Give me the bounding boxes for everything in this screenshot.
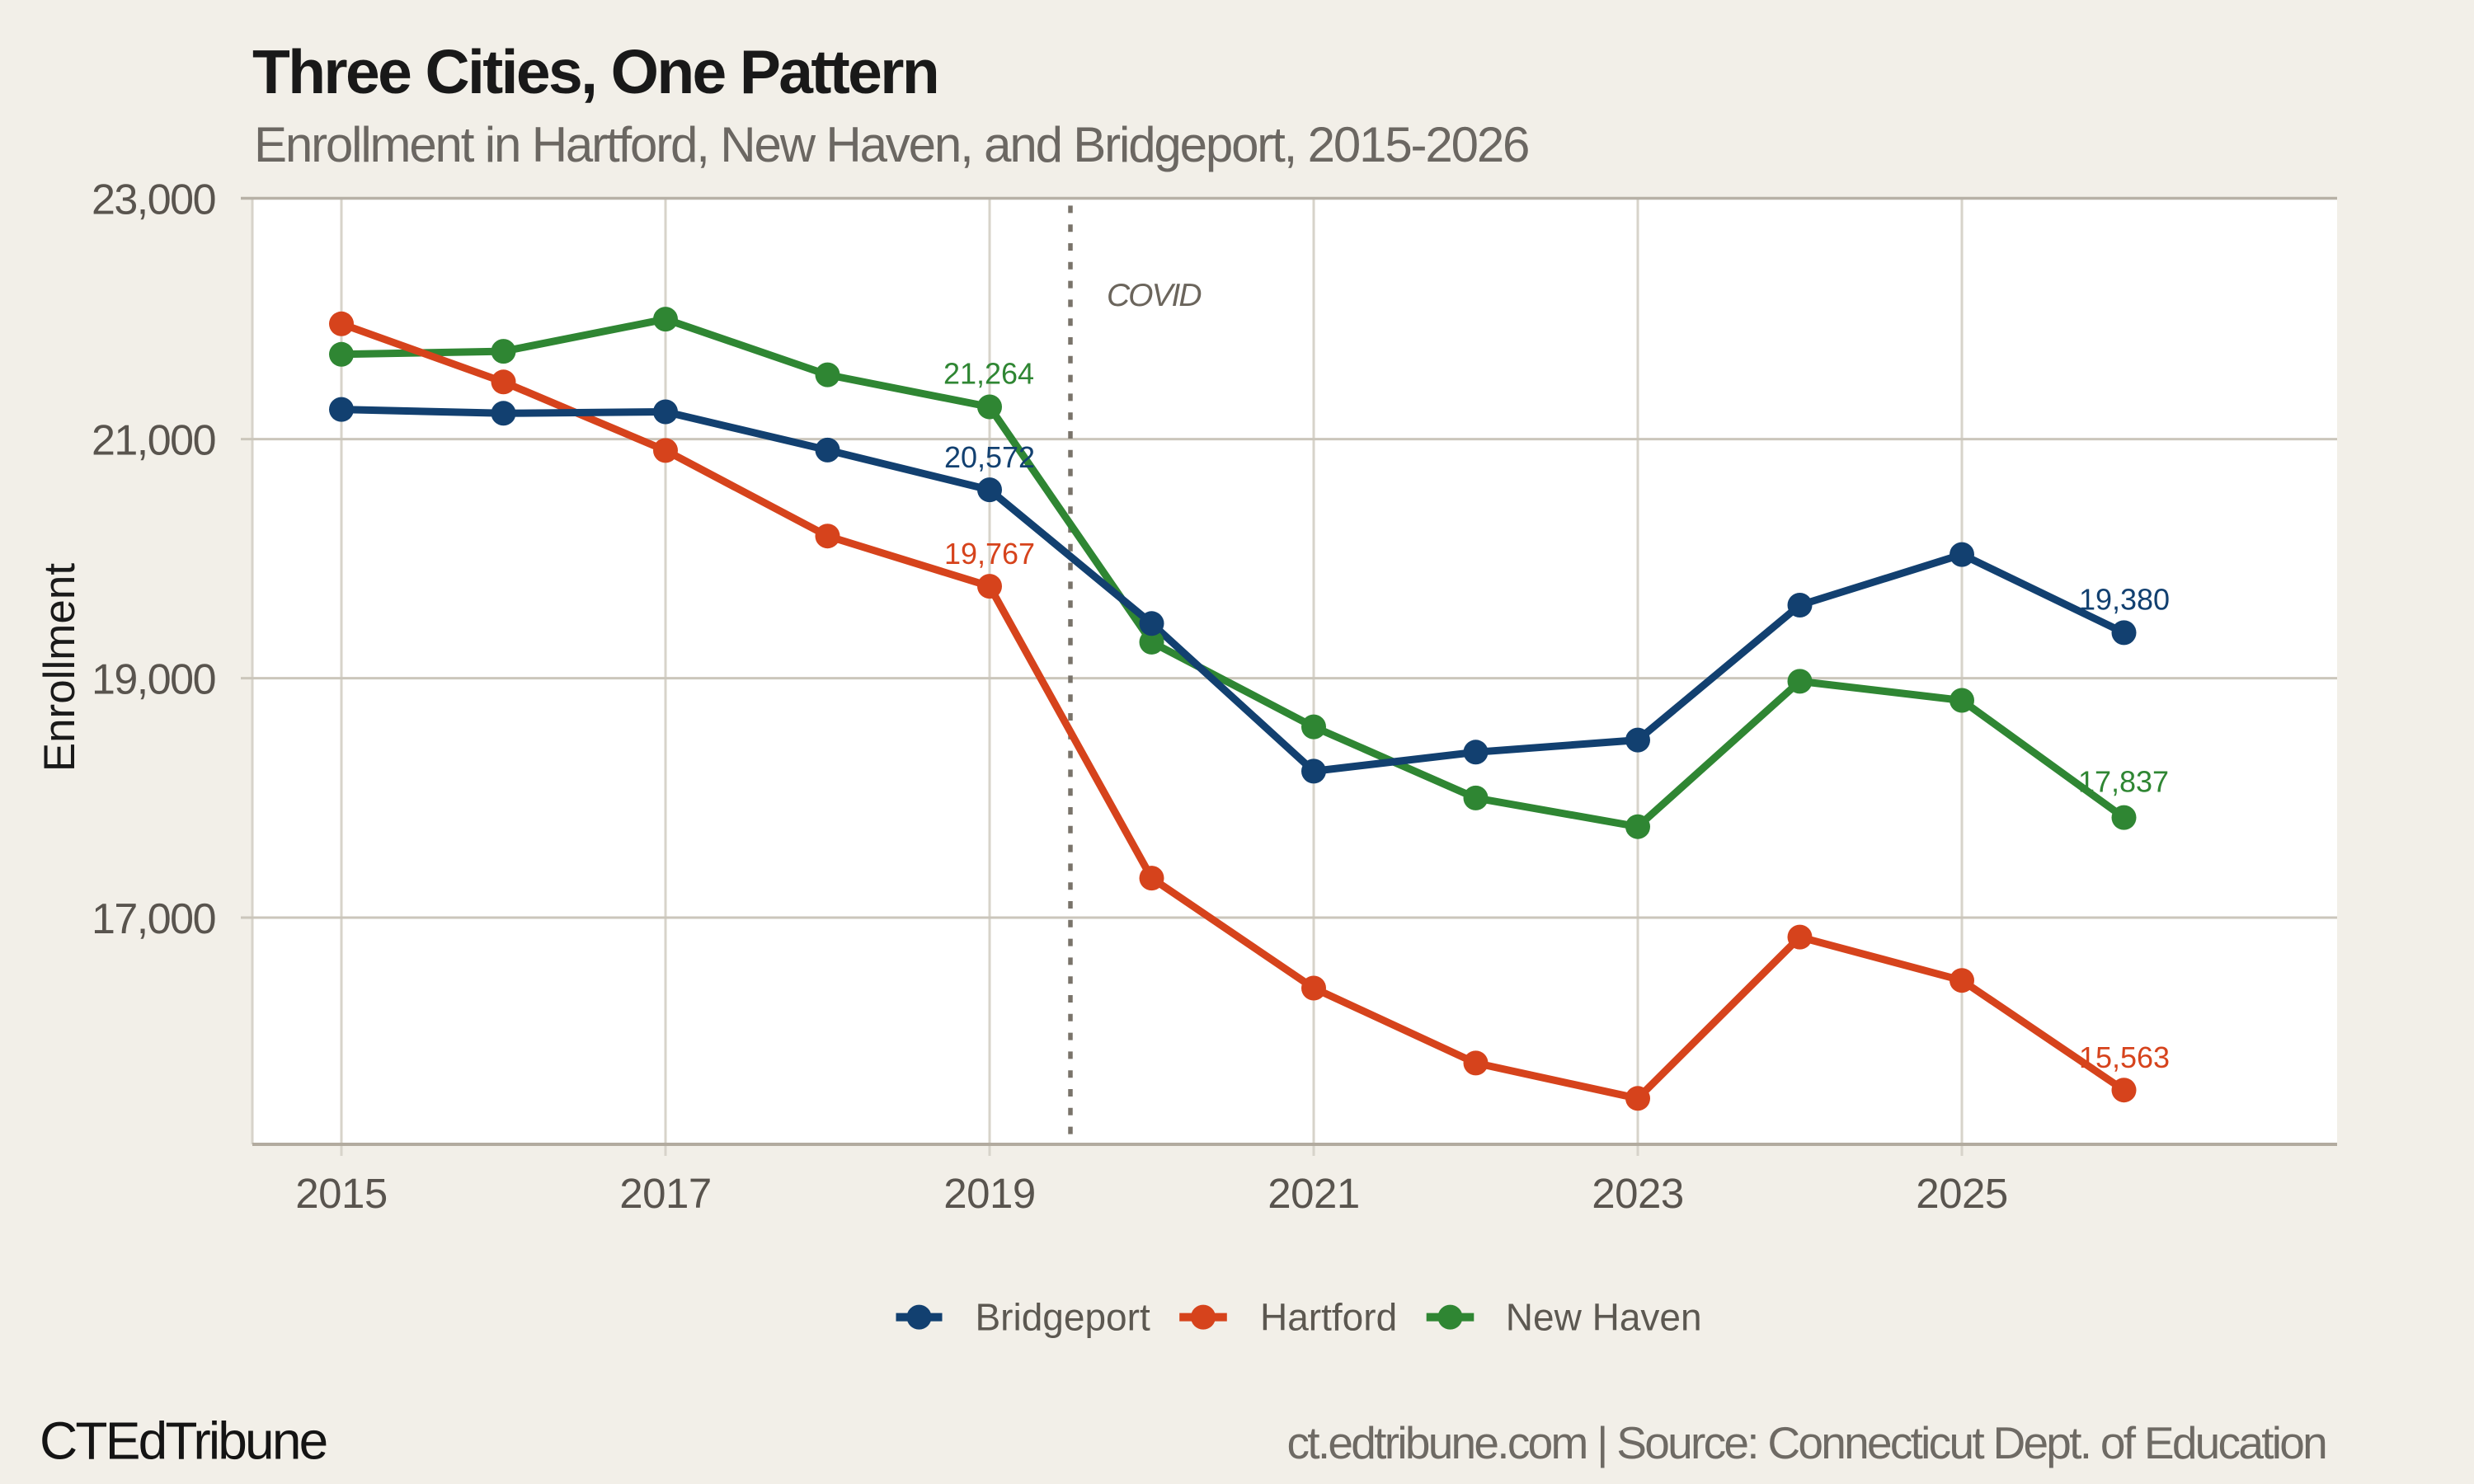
svg-text:19,767: 19,767: [944, 537, 1035, 571]
svg-text:2015: 2015: [295, 1170, 387, 1217]
svg-text:Enrollment: Enrollment: [35, 563, 84, 773]
svg-text:17,000: 17,000: [92, 895, 215, 943]
svg-text:New Haven: New Haven: [1506, 1296, 1702, 1339]
svg-text:2019: 2019: [943, 1170, 1035, 1217]
svg-text:19,380: 19,380: [2079, 582, 2170, 616]
svg-text:COVID: COVID: [1107, 278, 1201, 313]
svg-text:Three Cities, One Pattern: Three Cities, One Pattern: [252, 37, 938, 106]
svg-text:Hartford: Hartford: [1260, 1296, 1397, 1339]
svg-text:20,572: 20,572: [944, 440, 1035, 474]
svg-text:CTEdTribune: CTEdTribune: [40, 1411, 327, 1471]
svg-text:2021: 2021: [1268, 1170, 1359, 1217]
svg-text:21,000: 21,000: [92, 417, 215, 465]
svg-text:2017: 2017: [619, 1170, 711, 1217]
svg-text:21,264: 21,264: [943, 356, 1034, 390]
svg-text:15,563: 15,563: [2079, 1040, 2170, 1074]
svg-text:17,837: 17,837: [2078, 765, 2169, 799]
svg-text:2025: 2025: [1916, 1170, 2007, 1217]
svg-text:Bridgeport: Bridgeport: [976, 1296, 1150, 1339]
svg-text:19,000: 19,000: [92, 656, 215, 704]
svg-text:2023: 2023: [1592, 1170, 1683, 1217]
svg-text:23,000: 23,000: [92, 176, 215, 224]
svg-text:ct.edtribune.com | Source: Con: ct.edtribune.com | Source: Connecticut D…: [1287, 1417, 2326, 1468]
svg-text:Enrollment in Hartford, New Ha: Enrollment in Hartford, New Haven, and B…: [254, 117, 1528, 172]
